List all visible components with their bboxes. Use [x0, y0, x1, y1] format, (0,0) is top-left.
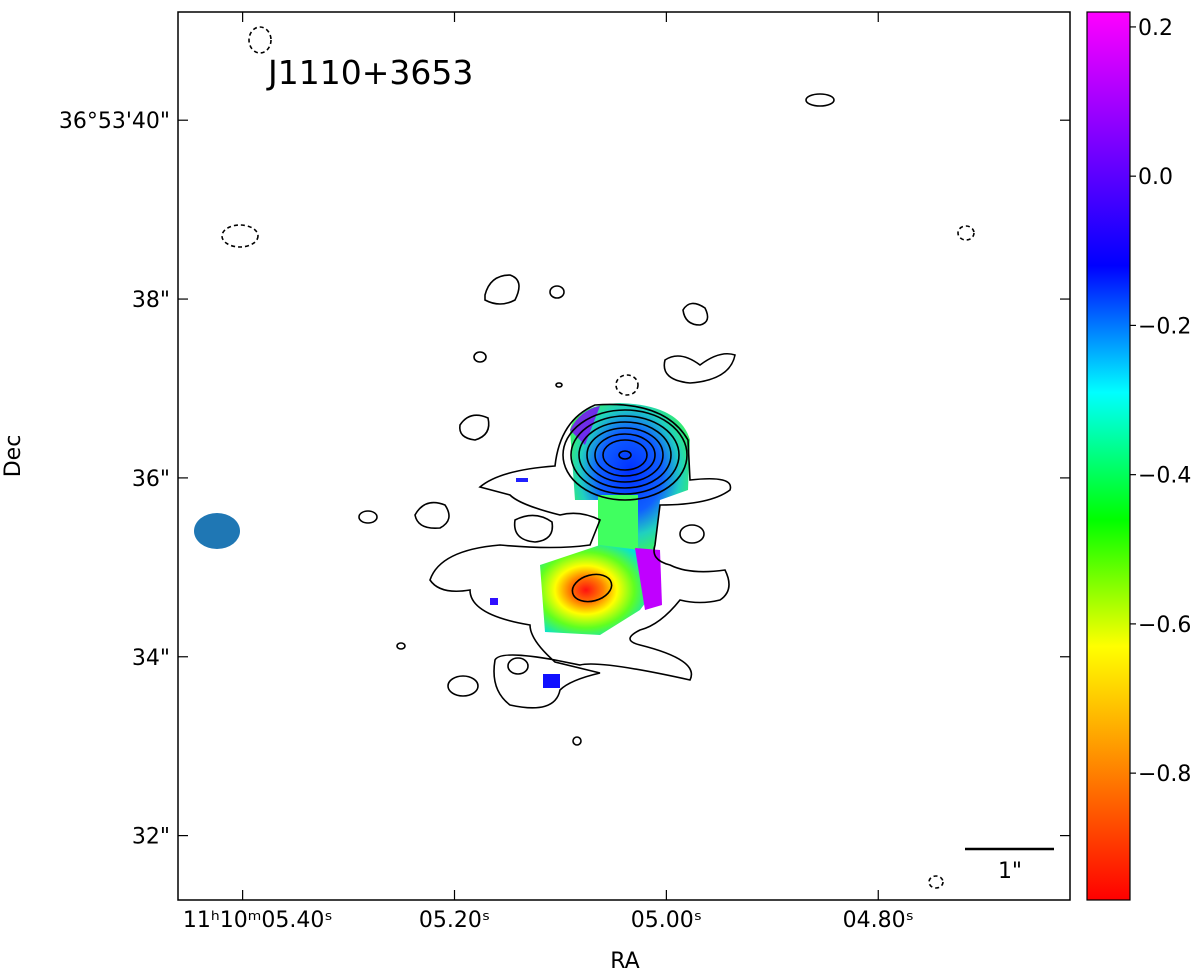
- y-axis-label: Dec: [1, 435, 26, 478]
- x-axis-label: RA: [610, 949, 639, 974]
- axes: 11ʰ10ᵐ05.40ˢ 05.20ˢ 05.00ˢ 04.80ˢ 36°53'40" 3…: [59, 12, 1191, 933]
- y-tick-label: 36": [132, 467, 170, 492]
- beam: [194, 513, 240, 549]
- scale-bar-label: 1": [998, 859, 1022, 884]
- contours: [221, 26, 975, 889]
- plot-frame: [177, 11, 1071, 901]
- colorbar-tick-label: 0.0: [1138, 165, 1173, 190]
- x-tick-label: 11ʰ10ᵐ05.40ˢ: [183, 908, 333, 933]
- x-tick-label: 05.20ˢ: [419, 908, 490, 933]
- colorbar-tick-label: 0.2: [1138, 16, 1173, 41]
- colorbar-tick-label: −0.4: [1138, 464, 1191, 489]
- y-tick-label: 34": [132, 646, 170, 671]
- colorbar-tick-label: −0.8: [1138, 762, 1191, 787]
- y-tick-label: 36°53'40": [59, 109, 170, 134]
- colorbar: [1086, 11, 1131, 901]
- chart-title: J1110+3653: [266, 53, 473, 92]
- y-tick-label: 32": [132, 825, 170, 850]
- colorbar-tick-label: −0.2: [1138, 314, 1191, 339]
- spectral-index-map: [490, 403, 690, 688]
- x-tick-label: 05.00ˢ: [631, 908, 702, 933]
- colorbar-tick-label: −0.6: [1138, 613, 1191, 638]
- y-tick-label: 38": [132, 288, 170, 313]
- x-tick-label: 04.80ˢ: [843, 908, 914, 933]
